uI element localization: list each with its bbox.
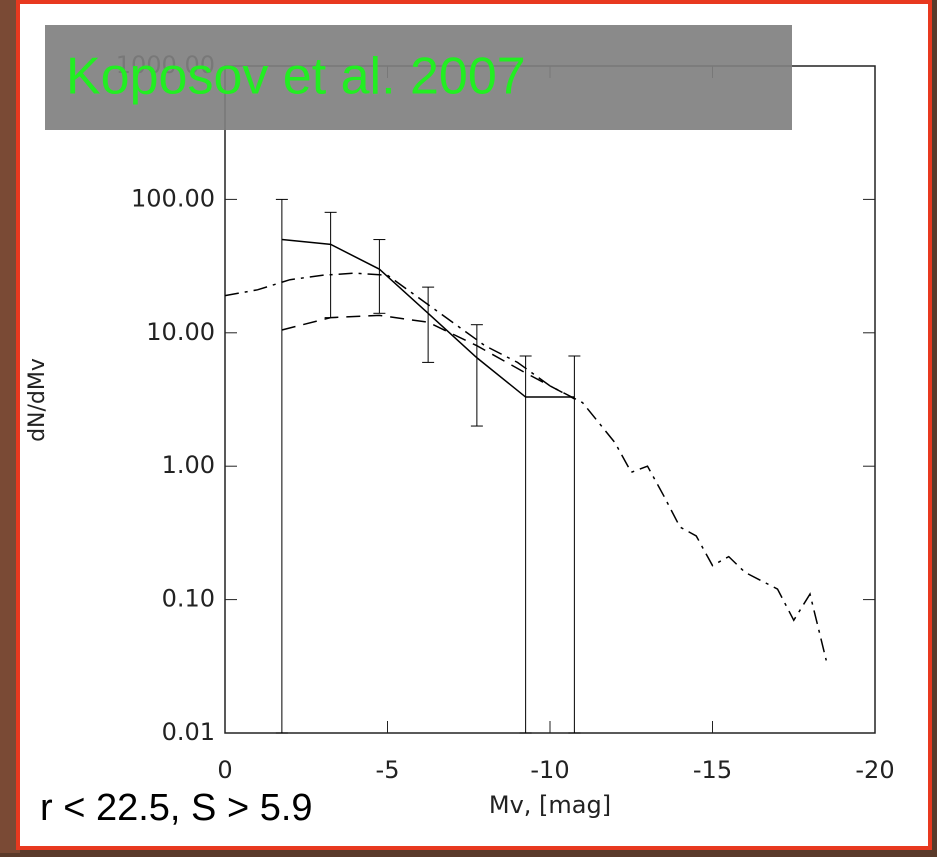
y-tick-label: 100.00 [131, 184, 215, 212]
background-strip [0, 0, 20, 853]
y-tick-label: 1.00 [162, 451, 215, 479]
x-tick-label: -5 [376, 756, 400, 784]
chart-title: Koposov et al. 2007 [66, 48, 526, 106]
x-axis-label: Mv, [mag] [489, 791, 611, 819]
x-tick-label: -15 [693, 756, 732, 784]
y-axis-label: dN/dMv [25, 358, 50, 442]
y-tick-label: 10.00 [146, 318, 215, 346]
annotation: r < 22.5, S > 5.9 [40, 787, 313, 829]
x-tick-label: -20 [855, 756, 894, 784]
title-box [45, 25, 792, 130]
series-line [281, 314, 575, 400]
panel [16, 0, 932, 850]
y-tick-label: 0.01 [162, 718, 215, 746]
x-tick-label: 0 [217, 756, 232, 784]
plot: 0.010.101.0010.00100.001000.000-5-10-15-… [116, 51, 895, 784]
x-tick-label: -10 [530, 756, 569, 784]
y-tick-label: 0.10 [162, 585, 215, 613]
